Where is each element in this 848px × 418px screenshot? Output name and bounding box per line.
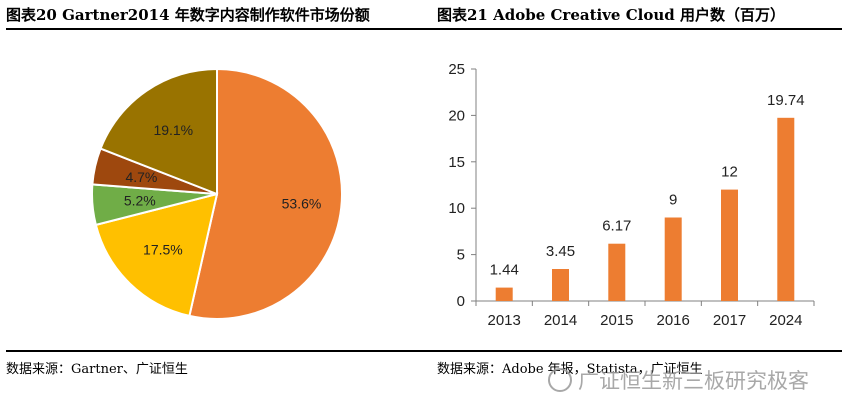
pie-slice-0 [188,67,343,320]
bar-value-label-2017: 12 [721,164,738,181]
left-chart-title: 图表20 Gartner2014 年数字内容制作软件市场份额 [6,6,370,24]
y-tick-label: 15 [448,154,465,171]
y-tick-label: 5 [457,247,465,264]
bar-2017 [721,189,738,301]
pie-slice-4 [99,67,218,196]
bar-value-label-2016: 9 [669,192,677,209]
bar-2024 [777,117,795,301]
bar-value-label-2015: 6.17 [602,218,631,235]
right-source-note: 数据来源：Adobe 年报，Statista，广证恒生 [437,362,703,377]
watermark-text: 广证恒生新三板研究极客 [578,369,809,393]
bar-value-label-2014: 3.45 [546,243,575,260]
x-tick-label-2013: 2013 [488,312,521,329]
x-tick-label-2017: 2017 [713,312,746,329]
y-tick-label: 20 [448,107,465,124]
x-tick-label-2024: 2024 [769,312,802,329]
left-source-note: 数据来源：Gartner、广证恒生 [6,362,188,377]
x-tick-label-2016: 2016 [657,312,690,329]
pie-slice-label-3: 4.7% [125,169,157,185]
bottom-divider [6,350,842,352]
bar-value-label-2024: 19.74 [767,92,805,109]
bar-2014 [552,269,569,301]
pie-slice-1 [94,192,219,318]
pie-chart: 53.6% 17.5% 5.2% 4.7% 19.1% [91,67,343,320]
wechat-icon [548,368,572,392]
bar-chart: 0 5 10 15 20 25 1.44 2013 3.45 2014 6.17 2015 9 2016 1… [448,61,815,329]
y-tick-label: 25 [448,61,465,78]
pie-slice-label-4: 19.1% [153,122,193,138]
bar-2016 [664,217,682,301]
bar-2015 [608,243,626,301]
right-chart-title: 图表21 Adobe Creative Cloud 用户数（百万） [437,6,785,24]
pie-slice-label-0: 53.6% [282,196,322,212]
bar-2013 [495,287,513,301]
y-tick-label: 0 [457,293,465,310]
x-tick-label-2014: 2014 [544,312,577,329]
pie-slice-label-1: 17.5% [143,242,183,258]
bar-value-label-2013: 1.44 [490,262,519,279]
watermark: 广证恒生新三板研究极客 [548,365,809,395]
x-tick-label-2015: 2015 [600,312,633,329]
pie-slice-label-2: 5.2% [124,193,156,209]
top-divider [6,28,842,30]
y-tick-label: 10 [448,200,465,217]
